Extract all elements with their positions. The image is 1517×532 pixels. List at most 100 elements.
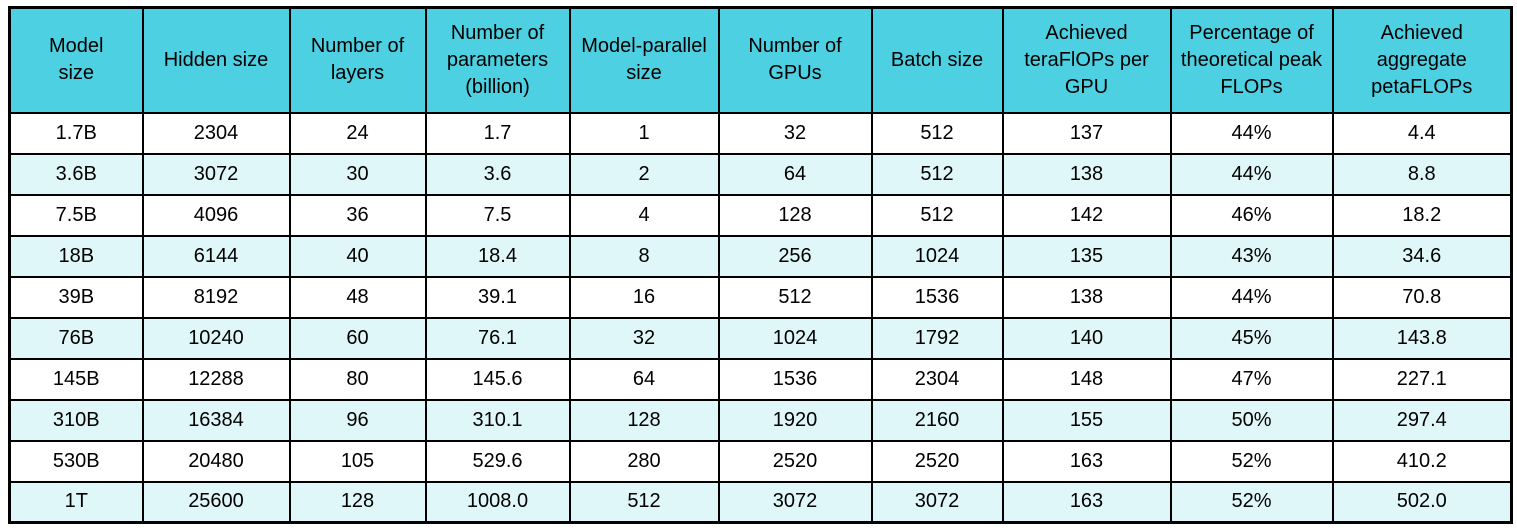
table-cell: 4 — [568, 193, 720, 237]
table-cell: 18.2 — [1331, 193, 1513, 237]
table-cell: 16 — [568, 275, 720, 319]
table-cell: 44% — [1169, 152, 1334, 196]
table-cell: 512 — [870, 111, 1004, 155]
table-row: 145B 12288 80 145.6 64 1536 2304 148 47% 227.1 — [8, 357, 1513, 401]
table-cell: 52% — [1169, 439, 1334, 483]
table-cell: 24 — [288, 111, 427, 155]
table-cell: 1536 — [717, 357, 873, 401]
table-cell: 96 — [288, 398, 427, 442]
table-cell: 8192 — [141, 275, 291, 319]
table-cell: 30 — [288, 152, 427, 196]
table-cell: 145.6 — [424, 357, 571, 401]
table-cell: 44% — [1169, 275, 1334, 319]
table-cell: 80 — [288, 357, 427, 401]
column-header-number-of-layers: Number of layers — [288, 6, 427, 114]
table-cell: 1.7 — [424, 111, 571, 155]
table-cell: 18.4 — [424, 234, 571, 278]
table-cell: 10240 — [141, 316, 291, 360]
table-cell: 310.1 — [424, 398, 571, 442]
table-cell: 60 — [288, 316, 427, 360]
table-cell: 32 — [568, 316, 720, 360]
table-cell: 163 — [1001, 480, 1172, 524]
table-cell: 76.1 — [424, 316, 571, 360]
table-cell: 3072 — [717, 480, 873, 524]
table-row: 1T 25600 128 1008.0 512 3072 3072 163 52% 502.0 — [8, 480, 1513, 524]
table-cell: 7.5B — [8, 193, 144, 237]
table-cell: 3.6 — [424, 152, 571, 196]
table-cell: 3072 — [141, 152, 291, 196]
table-body: 1.7B 2304 24 1.7 1 32 512 137 44% 4.4 3.6B 3072 30 3.… — [8, 111, 1513, 524]
table-row: 310B 16384 96 310.1 128 1920 2160 155 50% 297.4 — [8, 398, 1513, 442]
table-cell: 70.8 — [1331, 275, 1513, 319]
table-cell: 1024 — [870, 234, 1004, 278]
table-row: 530B 20480 105 529.6 280 2520 2520 163 52% 410.2 — [8, 439, 1513, 483]
model-scaling-table: Model size Hidden size Number of layers Num… — [8, 6, 1513, 524]
table-row: 18B 6144 40 18.4 8 256 1024 135 43% 34.6 — [8, 234, 1513, 278]
table-cell: 148 — [1001, 357, 1172, 401]
table-cell: 410.2 — [1331, 439, 1513, 483]
table-cell: 52% — [1169, 480, 1334, 524]
table-cell: 1536 — [870, 275, 1004, 319]
table-cell: 163 — [1001, 439, 1172, 483]
header-row: Model size Hidden size Number of layers Num… — [8, 6, 1513, 114]
table-cell: 6144 — [141, 234, 291, 278]
table-cell: 64 — [717, 152, 873, 196]
column-header-number-of-parameters-billion: Number of parameters (billion) — [424, 6, 571, 114]
table-cell: 105 — [288, 439, 427, 483]
table-cell: 2 — [568, 152, 720, 196]
table-row: 1.7B 2304 24 1.7 1 32 512 137 44% 4.4 — [8, 111, 1513, 155]
table-cell: 8.8 — [1331, 152, 1513, 196]
table-cell: 32 — [717, 111, 873, 155]
table-cell: 138 — [1001, 275, 1172, 319]
table-row: 39B 8192 48 39.1 16 512 1536 138 44% 70.8 — [8, 275, 1513, 319]
table-cell: 155 — [1001, 398, 1172, 442]
table-cell: 34.6 — [1331, 234, 1513, 278]
table-cell: 256 — [717, 234, 873, 278]
table-cell: 1 — [568, 111, 720, 155]
table-cell: 128 — [568, 398, 720, 442]
column-header-hidden-size: Hidden size — [141, 6, 291, 114]
table-row: 7.5B 4096 36 7.5 4 128 512 142 46% 18.2 — [8, 193, 1513, 237]
table-cell: 36 — [288, 193, 427, 237]
table-row: 76B 10240 60 76.1 32 1024 1792 140 45% 143.8 — [8, 316, 1513, 360]
table-cell: 8 — [568, 234, 720, 278]
table-cell: 138 — [1001, 152, 1172, 196]
table-cell: 39B — [8, 275, 144, 319]
table-cell: 43% — [1169, 234, 1334, 278]
table-cell: 135 — [1001, 234, 1172, 278]
table-cell: 18B — [8, 234, 144, 278]
table-cell: 48 — [288, 275, 427, 319]
table-cell: 227.1 — [1331, 357, 1513, 401]
table-row: 3.6B 3072 30 3.6 2 64 512 138 44% 8.8 — [8, 152, 1513, 196]
table-cell: 142 — [1001, 193, 1172, 237]
table-cell: 44% — [1169, 111, 1334, 155]
table-cell: 1T — [8, 480, 144, 524]
table-cell: 128 — [288, 480, 427, 524]
table-cell: 16384 — [141, 398, 291, 442]
table-cell: 46% — [1169, 193, 1334, 237]
table-cell: 137 — [1001, 111, 1172, 155]
table-cell: 64 — [568, 357, 720, 401]
table-cell: 50% — [1169, 398, 1334, 442]
table-cell: 1.7B — [8, 111, 144, 155]
table-cell: 20480 — [141, 439, 291, 483]
table-cell: 128 — [717, 193, 873, 237]
table-cell: 1024 — [717, 316, 873, 360]
column-header-model-size: Model size — [8, 6, 144, 114]
table-cell: 1920 — [717, 398, 873, 442]
column-header-percentage-of-theoretical-peak-flops: Percentage of theoretical peak FLOPs — [1169, 6, 1334, 114]
column-header-achieved-teraflops-per-gpu: Achieved teraFlOPs per GPU — [1001, 6, 1172, 114]
table-header: Model size Hidden size Number of layers Num… — [8, 6, 1513, 114]
table-cell: 297.4 — [1331, 398, 1513, 442]
table-cell: 7.5 — [424, 193, 571, 237]
table-cell: 502.0 — [1331, 480, 1513, 524]
table-cell: 3072 — [870, 480, 1004, 524]
table-cell: 1008.0 — [424, 480, 571, 524]
table-cell: 280 — [568, 439, 720, 483]
table-cell: 143.8 — [1331, 316, 1513, 360]
table-cell: 145B — [8, 357, 144, 401]
table-cell: 76B — [8, 316, 144, 360]
table-cell: 12288 — [141, 357, 291, 401]
table-cell: 1792 — [870, 316, 1004, 360]
